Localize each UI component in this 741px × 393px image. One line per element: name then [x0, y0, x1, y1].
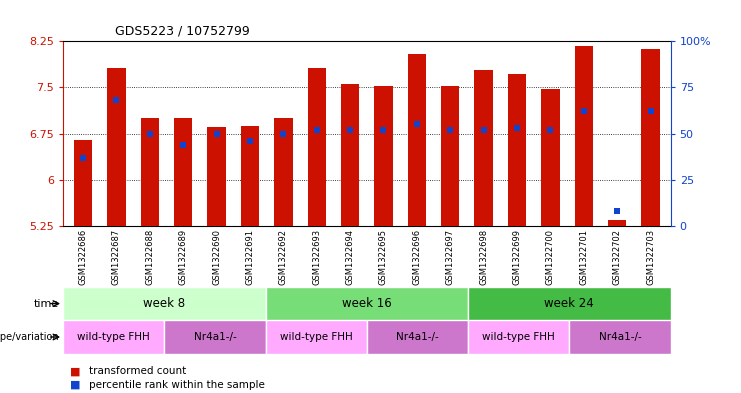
Point	[511, 125, 523, 131]
Text: GSM1322695: GSM1322695	[379, 229, 388, 285]
Text: GSM1322702: GSM1322702	[613, 229, 622, 285]
Text: genotype/variation: genotype/variation	[0, 332, 59, 342]
Bar	[441, 86, 459, 226]
Text: GSM1322696: GSM1322696	[413, 229, 422, 285]
Bar	[274, 118, 293, 226]
Text: percentile rank within the sample: percentile rank within the sample	[89, 380, 265, 390]
Point	[277, 130, 289, 137]
Text: ■: ■	[70, 380, 81, 390]
Text: wild-type FHH: wild-type FHH	[77, 332, 150, 342]
Text: week 24: week 24	[545, 297, 594, 310]
Bar	[569, 320, 671, 354]
Bar	[642, 49, 659, 226]
Text: week 8: week 8	[143, 297, 185, 310]
Bar	[308, 68, 326, 226]
Point	[244, 138, 256, 144]
Text: wild-type FHH: wild-type FHH	[482, 332, 555, 342]
Bar	[341, 84, 359, 226]
Text: GSM1322692: GSM1322692	[279, 229, 288, 285]
Point	[177, 141, 189, 148]
Text: Nr4a1-/-: Nr4a1-/-	[599, 332, 642, 342]
Bar	[367, 320, 468, 354]
Point	[77, 154, 89, 161]
Point	[210, 130, 222, 137]
Point	[545, 127, 556, 133]
Text: ■: ■	[70, 366, 81, 376]
Bar	[207, 127, 226, 226]
Bar	[468, 287, 671, 320]
Text: GSM1322689: GSM1322689	[179, 229, 187, 285]
Bar	[141, 118, 159, 226]
Point	[344, 127, 356, 133]
Bar	[508, 74, 526, 226]
Point	[611, 208, 623, 214]
Text: week 16: week 16	[342, 297, 392, 310]
Bar	[608, 220, 626, 226]
Text: GSM1322694: GSM1322694	[345, 229, 355, 285]
Text: GDS5223 / 10752799: GDS5223 / 10752799	[115, 24, 250, 37]
Bar	[74, 140, 92, 226]
Text: GSM1322693: GSM1322693	[312, 229, 321, 285]
Text: GSM1322688: GSM1322688	[145, 229, 154, 285]
Point	[310, 127, 322, 133]
Point	[378, 127, 390, 133]
Text: time: time	[34, 299, 59, 309]
Text: GSM1322701: GSM1322701	[579, 229, 588, 285]
Text: GSM1322699: GSM1322699	[513, 229, 522, 285]
Bar	[174, 118, 193, 226]
Text: GSM1322691: GSM1322691	[245, 229, 254, 285]
Bar	[408, 53, 426, 226]
Point	[144, 130, 156, 137]
Text: GSM1322690: GSM1322690	[212, 229, 221, 285]
Text: wild-type FHH: wild-type FHH	[280, 332, 353, 342]
Bar	[265, 287, 468, 320]
Point	[578, 108, 590, 115]
Bar	[574, 46, 593, 226]
Text: Nr4a1-/-: Nr4a1-/-	[193, 332, 236, 342]
Bar	[241, 126, 259, 226]
Bar	[265, 320, 367, 354]
Text: GSM1322698: GSM1322698	[479, 229, 488, 285]
Text: GSM1322687: GSM1322687	[112, 229, 121, 285]
Point	[478, 127, 490, 133]
Bar	[63, 320, 165, 354]
Point	[645, 108, 657, 115]
Text: GSM1322700: GSM1322700	[546, 229, 555, 285]
Point	[445, 127, 456, 133]
Bar	[107, 68, 125, 226]
Text: GSM1322697: GSM1322697	[446, 229, 455, 285]
Bar	[165, 320, 265, 354]
Bar	[374, 86, 393, 226]
Text: transformed count: transformed count	[89, 366, 186, 376]
Text: Nr4a1-/-: Nr4a1-/-	[396, 332, 439, 342]
Bar	[474, 70, 493, 226]
Bar	[63, 287, 265, 320]
Bar	[468, 320, 569, 354]
Text: GSM1322703: GSM1322703	[646, 229, 655, 285]
Bar	[541, 89, 559, 226]
Point	[411, 121, 423, 127]
Text: GSM1322686: GSM1322686	[79, 229, 87, 285]
Point	[110, 97, 122, 103]
